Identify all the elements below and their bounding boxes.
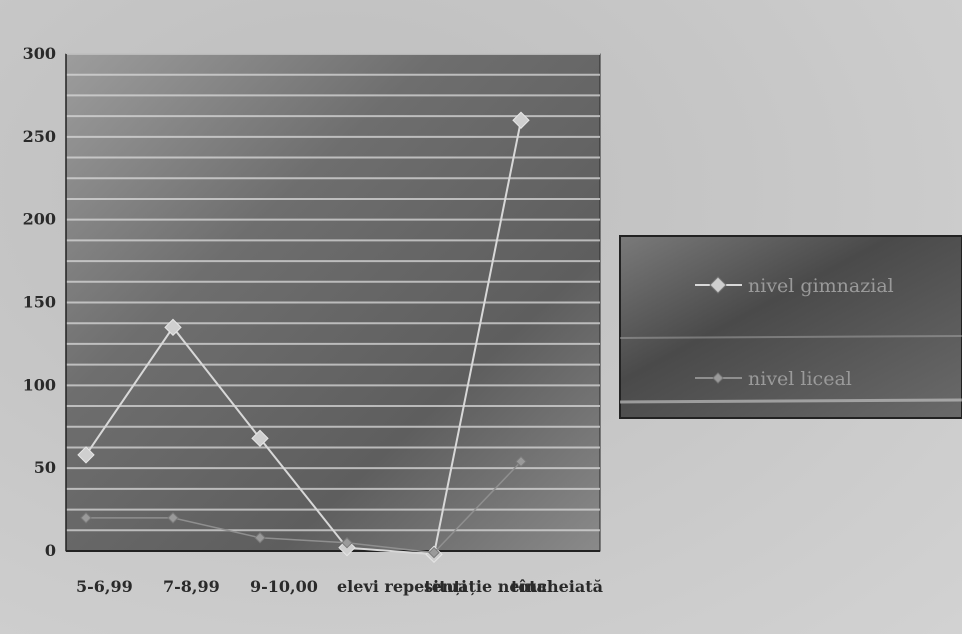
legend-box	[619, 235, 962, 419]
y-tick-label: 200	[23, 210, 56, 229]
y-tick-label: 50	[34, 458, 56, 477]
y-tick-label: 100	[23, 375, 56, 394]
x-tick-label: situație neîncheiată	[424, 577, 603, 596]
legend-swatch-marker	[709, 276, 727, 294]
data-point	[428, 546, 440, 559]
data-point	[77, 446, 95, 464]
y-tick-label: 150	[23, 293, 56, 312]
x-tick-label: elevi repetenți	[337, 577, 467, 596]
legend-label: nivel liceal	[748, 368, 852, 390]
y-tick-label: 0	[45, 541, 56, 560]
axes: 0 50 100 150 200 250 300 5-6,99 7-8,99 9-10,00 ele…	[23, 44, 603, 596]
legend-glare-line	[619, 398, 962, 404]
legend: nivel gimnazial nivel liceal	[619, 235, 962, 419]
data-point	[515, 455, 527, 468]
series-line	[86, 461, 522, 554]
y-tick-label: 300	[23, 44, 56, 63]
legend-glare-line	[619, 335, 962, 339]
gridlines	[66, 53, 600, 532]
x-tick-label: 7-8,99	[163, 577, 220, 596]
data-point	[167, 512, 179, 524]
data-point	[512, 111, 530, 129]
legend-swatch-marker	[712, 372, 724, 384]
x-tick-label: 9-10,00	[250, 577, 318, 596]
y-tick-label: 250	[23, 127, 56, 146]
legend-label: nivel gimnazial	[748, 275, 894, 297]
x-tick-label: total	[511, 577, 553, 596]
data-point	[251, 429, 269, 448]
series-line	[85, 120, 522, 556]
x-tick-label: 5-6,99	[76, 577, 133, 596]
data-point	[80, 512, 92, 524]
series	[77, 111, 530, 564]
data-point	[254, 532, 266, 544]
data-point	[341, 537, 353, 549]
data-point	[164, 318, 182, 337]
